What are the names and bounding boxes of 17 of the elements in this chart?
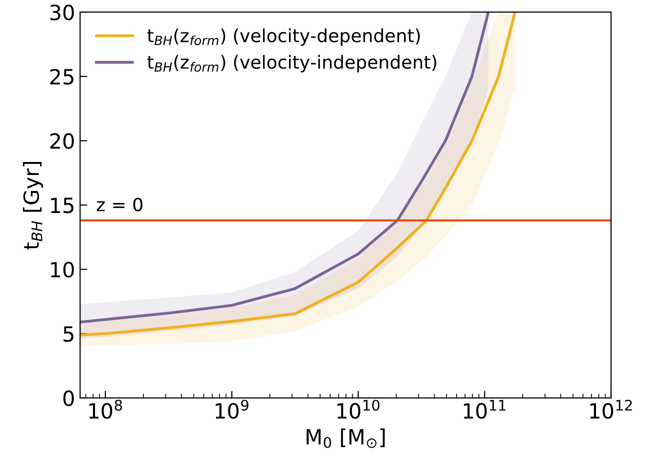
x-axis-title: M$_{0}$ [M$_{⊙}$]: [306, 428, 385, 448]
y-axis-title: t$_{BH}$ [Gyr]: [22, 162, 44, 250]
x-tick-label: 10$^{8}$: [89, 400, 122, 419]
y-tick-label: 30: [50, 4, 74, 20]
legend-label: t$_{BH}$(z$_{form}$) (velocity-dependent): [147, 28, 420, 46]
y-tick-label: 5: [64, 326, 74, 342]
y-tick-label: 15: [51, 198, 74, 214]
x-tick-label: 10$^{10}$: [337, 400, 380, 419]
y-tick-label: 10: [51, 262, 74, 278]
x-tick-label: 10$^{9}$: [216, 400, 248, 419]
y-tick-label: 0: [63, 390, 74, 406]
legend-label: t$_{BH}$(z$_{form}$) (velocity-independent): [147, 54, 436, 72]
y-tick-label: 25: [50, 68, 74, 85]
x-tick-label: 10$^{11}$: [464, 400, 506, 419]
annotation: z = 0: [96, 198, 142, 212]
y-tick-label: 20: [50, 133, 74, 149]
x-tick-label: 10$^{12}$: [590, 400, 632, 419]
